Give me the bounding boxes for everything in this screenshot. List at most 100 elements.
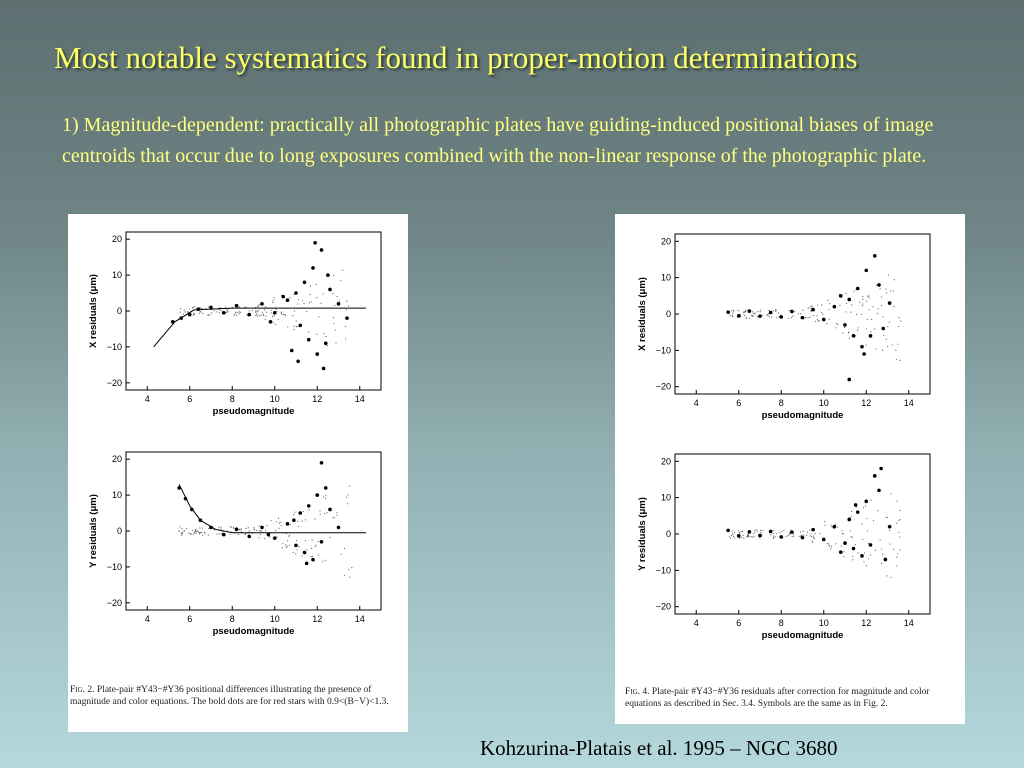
panel-0-noise-dot	[342, 269, 344, 271]
panel-3-noise-dot	[880, 548, 883, 550]
panel-0-xtick-label: 10	[270, 394, 280, 404]
panel-1-noise-dot	[180, 534, 183, 536]
panel-1-noise-dot	[269, 536, 271, 538]
panel-0-noise-dot	[270, 309, 272, 311]
panel-2-noise-dot	[751, 315, 753, 317]
panel-0-noise-dot	[272, 322, 274, 324]
panel-2-noise-dot	[835, 327, 837, 329]
panel-0-noise-dot	[200, 311, 202, 313]
panel-2-noise-dot	[845, 293, 847, 295]
panel-0-ytick-label: 0	[117, 306, 122, 316]
panel-0-noise-dot	[187, 311, 189, 313]
panel-3-noise-dot	[747, 534, 749, 536]
panel-0-noise-dot	[345, 338, 347, 340]
panel-1-noise-dot	[324, 512, 326, 515]
panel-2-noise-dot	[760, 309, 762, 311]
panel-1-noise-dot	[281, 547, 283, 549]
panel-1-data-point	[319, 539, 324, 544]
panel-0-noise-dot	[315, 283, 317, 286]
panel-3-data-point	[768, 529, 773, 534]
panel-1-noise-dot	[266, 525, 268, 527]
panel-0-noise-dot	[298, 298, 300, 301]
panel-1-noise-dot	[288, 535, 290, 537]
panel-2-noise-dot	[882, 316, 884, 318]
panel-3-data-point	[838, 550, 843, 554]
panel-3-noise-dot	[738, 531, 740, 534]
panel-1-noise-dot	[232, 527, 235, 529]
panel-0-noise-dot	[346, 300, 348, 302]
panel-0-noise-dot	[289, 297, 291, 299]
panel-0-noise-dot	[257, 311, 259, 313]
panel-3-data-point	[879, 466, 883, 471]
panel-0-xtick-label: 4	[145, 394, 150, 404]
panel-1-noise-dot	[258, 530, 260, 532]
panel-2-noise-dot	[814, 320, 816, 322]
panel-1-noise-dot	[288, 534, 291, 536]
panel-1-data-point	[266, 532, 271, 537]
panel-3-noise-dot	[869, 554, 871, 556]
panel-3-noise-dot	[748, 535, 750, 537]
panel-2-data-point	[881, 326, 886, 331]
panel-2-xtick-label: 8	[779, 398, 784, 408]
panel-3-noise-dot	[751, 536, 754, 538]
panel-0-noise-dot	[179, 311, 181, 313]
panel-2-data-point	[726, 310, 730, 314]
panel-3-data-point	[832, 524, 837, 529]
panel-2-noise-dot	[757, 311, 759, 313]
panel-1-noise-dot	[229, 533, 231, 535]
panel-2-ylabel: X residuals (μm)	[637, 277, 648, 351]
panel-3-data-point	[758, 533, 762, 538]
panel-1-noise-dot	[208, 527, 210, 530]
panel-0-data-point	[315, 352, 320, 356]
panel-0-noise-dot	[259, 315, 261, 317]
panel-2-noise-dot	[732, 309, 735, 311]
panel-3-noise-dot	[732, 533, 734, 535]
panel-3-data-point	[855, 510, 860, 514]
panel-2-noise-dot	[767, 313, 770, 315]
panel-0-noise-dot	[237, 306, 239, 308]
panel-1-noise-dot	[204, 531, 206, 534]
panel-2-noise-dot	[732, 315, 734, 318]
panel-2-noise-dot	[800, 313, 802, 315]
panel-0-data-point	[285, 298, 290, 303]
panel-2-noise-dot	[745, 309, 747, 311]
panel-1-noise-dot	[248, 530, 251, 532]
panel-3-noise-dot	[850, 536, 852, 538]
panel-2-data-point	[800, 315, 805, 320]
panel-2-noise-dot	[751, 314, 753, 316]
panel-0-noise-dot	[183, 309, 185, 311]
panel-0-noise-dot	[295, 320, 297, 322]
panel-2-data-point	[860, 344, 864, 349]
panel-1-data-point	[183, 496, 188, 501]
panel-0-noise-dot	[287, 326, 289, 328]
panel-1-ytick-label: 20	[112, 454, 122, 464]
panel-0-data-point	[294, 291, 298, 295]
panel-0-noise-dot	[256, 305, 259, 308]
panel-3-noise-dot	[864, 505, 867, 507]
panel-2-noise-dot	[895, 349, 897, 351]
panel-1-data-point	[294, 543, 298, 548]
panel-1-noise-dot	[181, 533, 183, 535]
panel-3-noise-dot	[852, 555, 854, 557]
panel-3-data-point	[864, 499, 869, 504]
panel-3-noise-dot	[791, 535, 793, 538]
panel-1-noise-dot	[192, 533, 194, 535]
panel-0-data-point	[319, 248, 324, 252]
panel-2-noise-dot	[843, 326, 846, 329]
panel-3-noise-dot	[806, 531, 809, 533]
panel-3-noise-dot	[734, 537, 736, 539]
panel-2-noise-dot	[816, 318, 818, 320]
panel-3-noise-dot	[742, 530, 744, 532]
panel-0-data-point	[328, 287, 332, 292]
panel-2-noise-dot	[899, 359, 901, 361]
panel-3-noise-dot	[743, 537, 745, 539]
panel-1-data-point	[247, 534, 252, 539]
panel-0-noise-dot	[332, 293, 334, 295]
panel-3-noise-dot	[892, 548, 894, 550]
panel-0-noise-dot	[277, 319, 279, 321]
panel-2-noise-dot	[887, 274, 889, 276]
figure-2: 4 6 8 10 12 14 20 10 0 −10 −20 pseudomagnitude X res…	[68, 214, 408, 732]
panel-1-noise-dot	[317, 554, 320, 556]
panel-2-xlabel: pseudomagnitude	[762, 410, 844, 421]
panel-3-noise-dot	[800, 531, 802, 533]
